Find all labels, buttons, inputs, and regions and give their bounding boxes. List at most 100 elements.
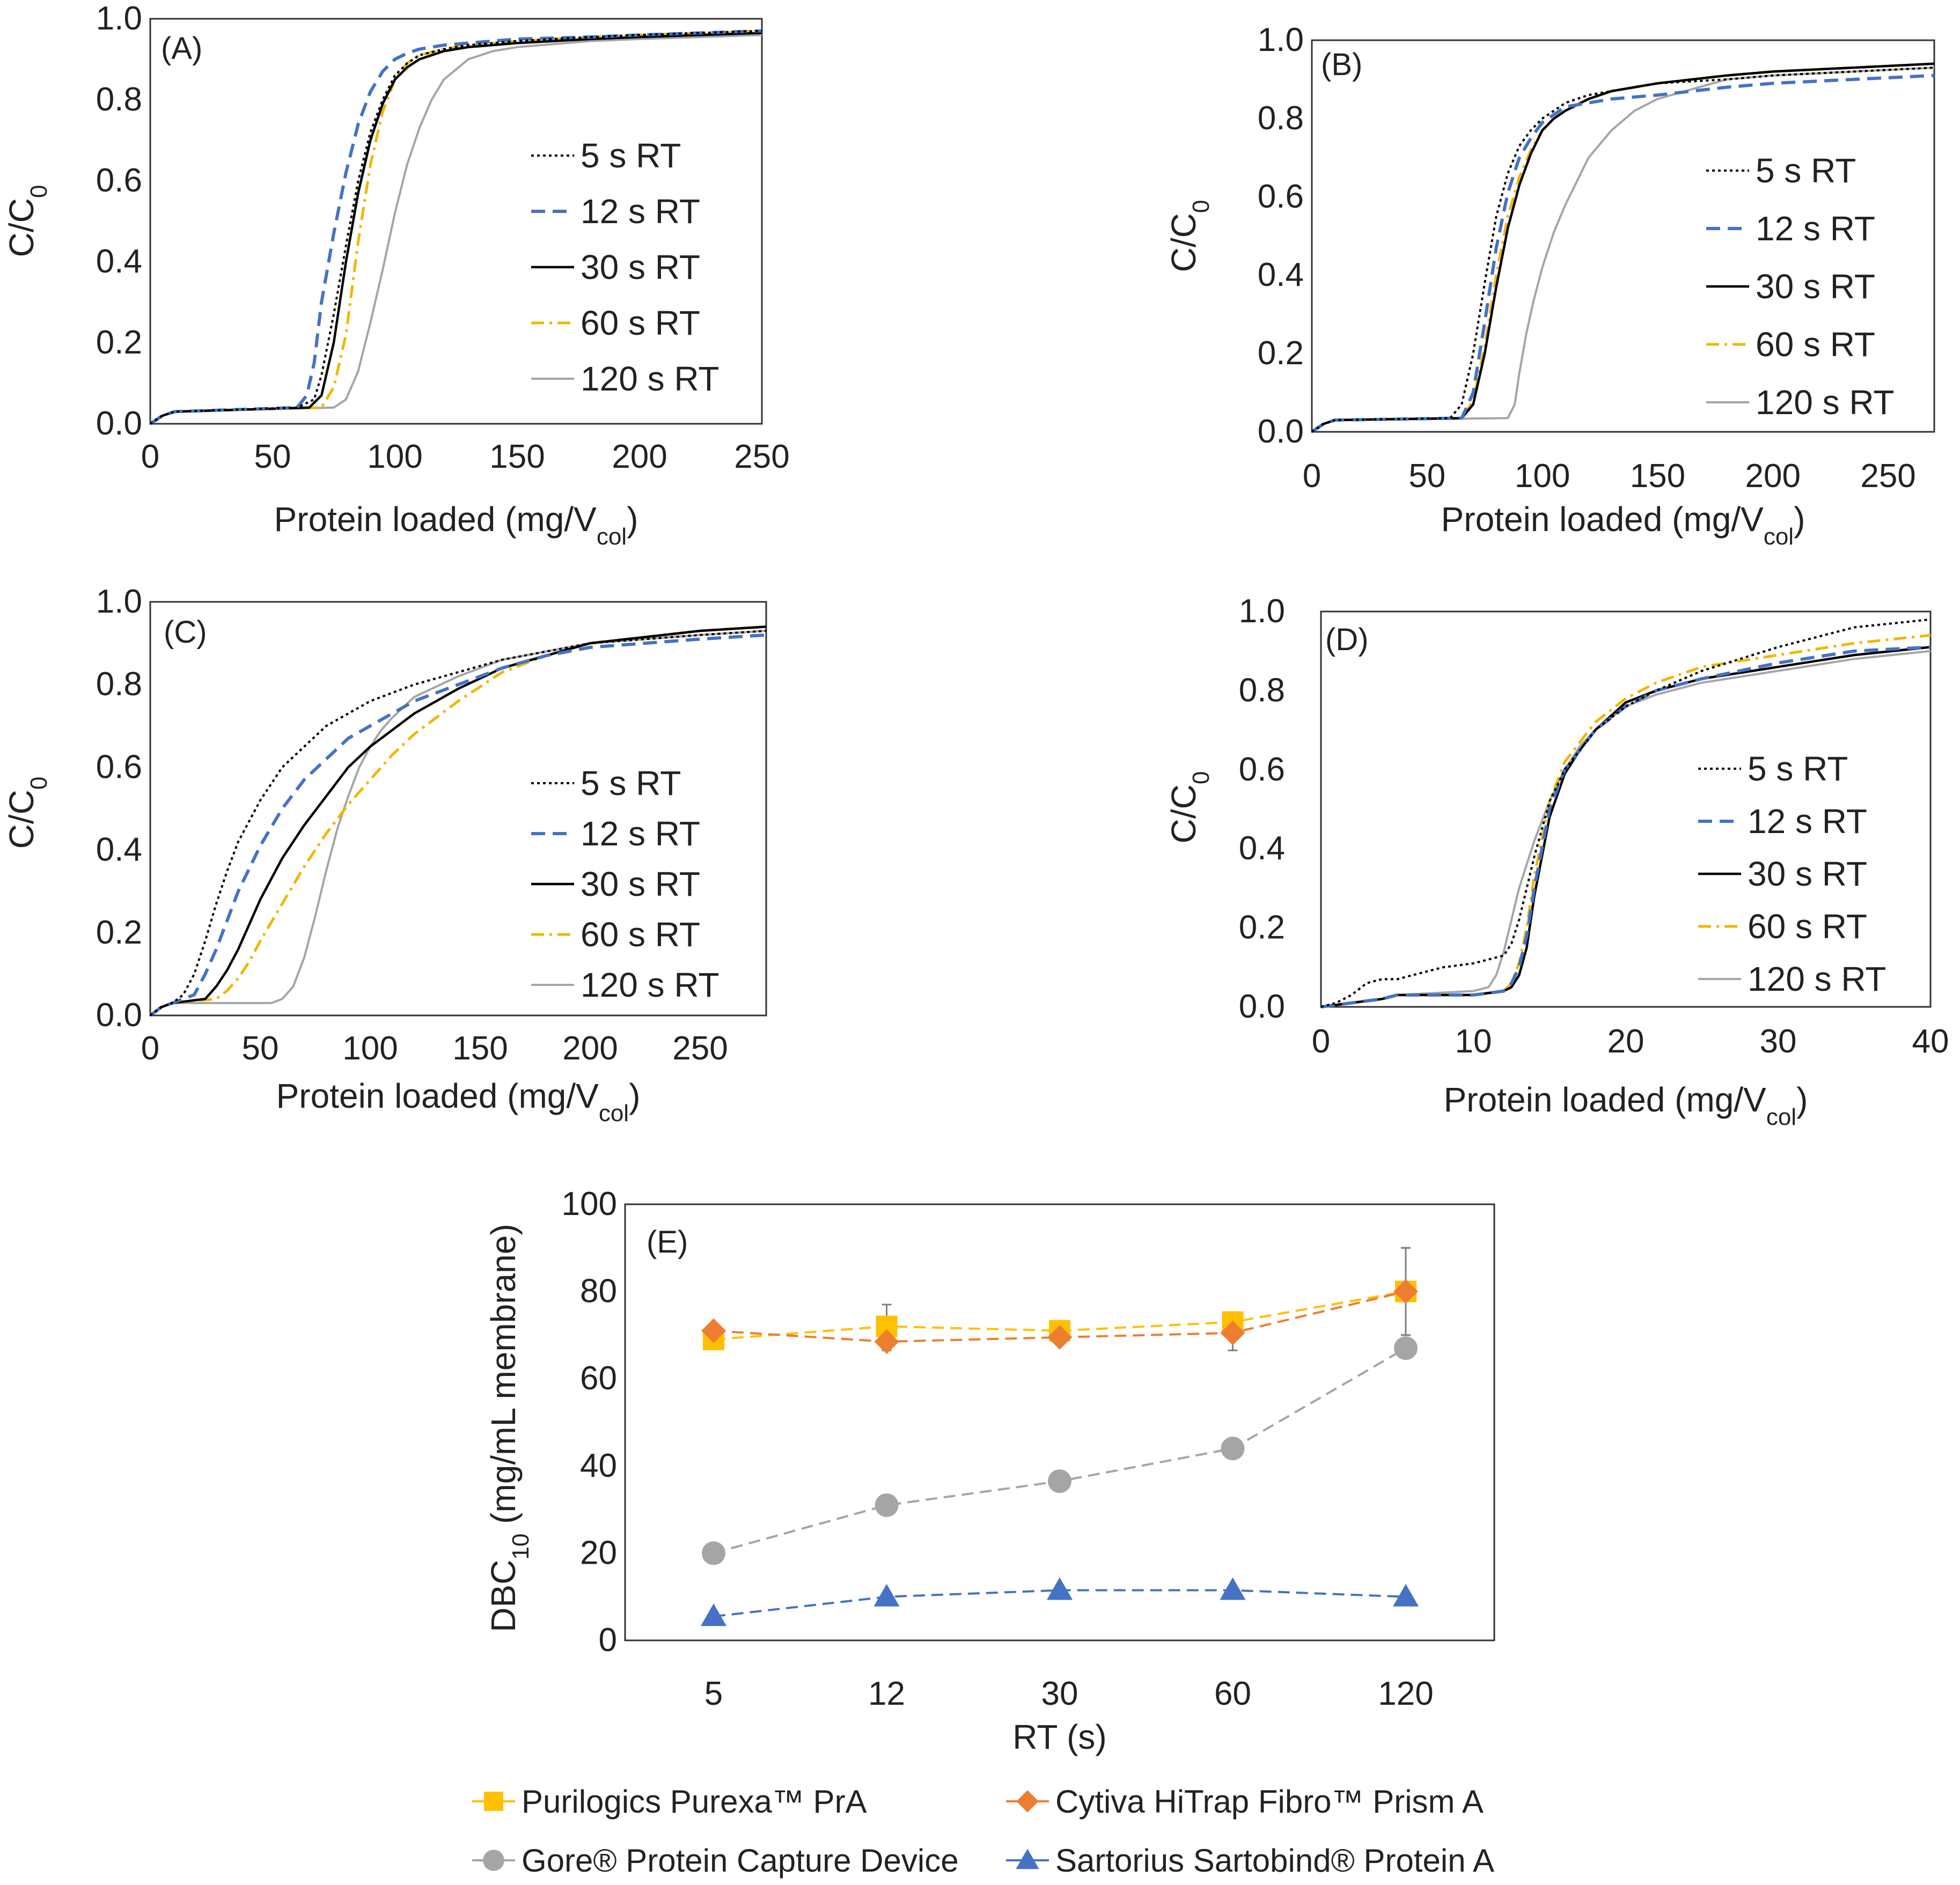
- legend-marker-cytiva: [1016, 1790, 1039, 1813]
- legend-label-12s-rt: 12 s RT: [1748, 802, 1867, 841]
- y-axis-title-main: C/C: [1164, 784, 1203, 843]
- x-axis-title: Protein loaded (mg/Vcol): [1444, 1080, 1808, 1130]
- legend-label-cytiva: Cytiva HiTrap Fibro™ Prism A: [1055, 1784, 1484, 1820]
- legend-label-120s-rt: 120 s RT: [581, 359, 720, 398]
- data-point-cytiva: [874, 1329, 899, 1354]
- y-tick-label: 0.4: [96, 831, 142, 868]
- data-point-gore: [1221, 1437, 1245, 1461]
- series-line-cytiva: [713, 1290, 1406, 1343]
- legend-label-30s-rt: 30 s RT: [581, 865, 700, 903]
- panel-b-breakthrough-chart: 0.00.20.40.60.81.0(B)C/C00 50 100 150 200 250…: [1164, 21, 1935, 550]
- x-tick-label: 250: [1860, 458, 1915, 495]
- x-axis-title: RT (s): [1012, 1718, 1106, 1756]
- x-tick-label: 200: [562, 1030, 618, 1067]
- panel-tag: (E): [647, 1225, 688, 1260]
- legend-marker-gore: [483, 1850, 504, 1871]
- data-point-gore: [702, 1541, 725, 1565]
- y-axis-title-sub: 0: [1188, 200, 1214, 213]
- y-axis-title-sub: 0: [26, 777, 52, 790]
- plot-area-frame: [1311, 39, 1935, 433]
- y-tick-label: 20: [580, 1534, 617, 1571]
- data-point-sartorius: [701, 1603, 726, 1626]
- legend-marker-purilogics: [484, 1792, 503, 1811]
- y-axis-title-end: (mg/mL membrane): [484, 1224, 523, 1533]
- x-axis-title-sub: col: [599, 1100, 629, 1126]
- legend-label-5s-rt: 5 s RT: [1748, 749, 1848, 788]
- y-axis-title: C/C0: [1164, 200, 1214, 273]
- x-tick-label: 0: [141, 438, 159, 475]
- x-tick-label: 40: [1912, 1023, 1949, 1060]
- x-axis-title-end: ): [629, 1077, 640, 1115]
- y-tick-label: 0.8: [1258, 100, 1304, 137]
- x-tick-label: 100: [342, 1030, 398, 1067]
- y-tick-label: 0.2: [96, 914, 142, 951]
- y-tick-label: 0.8: [96, 81, 142, 118]
- y-tick-label: 0.6: [96, 748, 142, 785]
- legend-label-30s-rt: 30 s RT: [1756, 267, 1875, 306]
- x-tick-label: 200: [612, 438, 667, 475]
- y-tick-label: 1.0: [1239, 593, 1285, 630]
- y-tick-label: 0.4: [1258, 256, 1304, 293]
- data-point-gore: [1048, 1469, 1071, 1493]
- x-tick-label: 30: [1041, 1675, 1078, 1712]
- data-point-cytiva: [1047, 1324, 1072, 1350]
- series-line-30s-rt: [149, 32, 762, 425]
- y-tick-label: 0.0: [1239, 988, 1285, 1025]
- y-tick-label: 0.6: [1258, 178, 1304, 215]
- y-axis-title-sub: 10: [508, 1534, 534, 1560]
- legend-label-30s-rt: 30 s RT: [581, 248, 700, 286]
- y-axis-title-main: C/C: [1164, 213, 1203, 272]
- plot-area-frame: [149, 601, 767, 1017]
- panel-c-breakthrough-chart: 0.00.20.40.60.81.0(C)C/C00 50 100 150 200 250…: [2, 583, 767, 1126]
- x-axis-title-end: ): [1794, 500, 1805, 539]
- x-axis-title-main: Protein loaded (mg/V: [1444, 1080, 1767, 1119]
- x-axis-title-end: ): [1796, 1080, 1808, 1119]
- y-tick-label: 40: [580, 1447, 617, 1484]
- legend-label-purilogics: Purilogics Purexa™ PrA: [522, 1784, 867, 1820]
- x-tick-label: 250: [734, 438, 789, 475]
- legend-label-5s-rt: 5 s RT: [581, 136, 681, 175]
- legend-label-120s-rt: 120 s RT: [1748, 960, 1886, 998]
- x-axis-title-main: Protein loaded (mg/V: [276, 1077, 599, 1115]
- data-point-sartorius: [873, 1584, 900, 1607]
- series-line-12s-rt: [149, 633, 767, 1017]
- legend-label-60s-rt: 60 s RT: [1748, 907, 1867, 946]
- legend-label-sartorius: Sartorius Sartobind® Protein A: [1055, 1843, 1494, 1879]
- data-point-sartorius: [1047, 1577, 1073, 1600]
- y-axis-title-main: C/C: [2, 790, 41, 849]
- panel-tag: (D): [1325, 622, 1369, 657]
- legend-label-60s-rt: 60 s RT: [581, 304, 700, 342]
- y-tick-label: 1.0: [96, 0, 142, 37]
- y-tick-label: 0.4: [96, 243, 142, 280]
- panel-d-breakthrough-chart: 0.00.20.40.60.81.0(D)C/C00 10 20 30 40Protei…: [1164, 593, 1949, 1130]
- plot-area-frame: [624, 1203, 1495, 1641]
- series-line-12s-rt: [1320, 645, 1931, 1008]
- y-tick-label: 0.8: [1239, 672, 1285, 709]
- data-point-cytiva: [701, 1318, 726, 1343]
- legend-label-gore: Gore® Protein Capture Device: [522, 1843, 959, 1879]
- series-line-120s-rt: [149, 34, 762, 425]
- data-point-cytiva: [1393, 1279, 1418, 1304]
- panel-tag: (A): [161, 31, 202, 66]
- panel-e-dbc-chart: 0 20 40 60 80 100 (E) DBC10 (mg/mL membrane) 5 12…: [472, 1186, 1495, 1879]
- y-tick-label: 0.2: [1239, 909, 1285, 946]
- data-point-sartorius: [1220, 1577, 1246, 1600]
- legend-label-30s-rt: 30 s RT: [1748, 855, 1867, 893]
- legend-label-120s-rt: 120 s RT: [1756, 383, 1895, 422]
- y-axis-title: C/C0: [1164, 771, 1214, 844]
- x-tick-label: 0: [1303, 458, 1321, 495]
- series-line-12s-rt: [149, 29, 762, 425]
- legend-label-12s-rt: 12 s RT: [1756, 209, 1875, 248]
- series-line-5s-rt: [1320, 618, 1931, 1008]
- x-tick-label: 250: [672, 1030, 728, 1067]
- panel-a-breakthrough-chart: 0.00.20.40.60.81.0(A)C/C00 50 100 150 200 250…: [2, 0, 790, 550]
- x-tick-label: 150: [452, 1030, 508, 1067]
- x-tick-label: 30: [1760, 1023, 1797, 1060]
- data-point-gore: [1394, 1336, 1418, 1360]
- x-tick-label: 200: [1745, 458, 1801, 495]
- y-tick-label: 60: [580, 1360, 617, 1397]
- y-tick-label: 0.8: [96, 666, 142, 703]
- y-tick-label: 100: [562, 1186, 617, 1223]
- legend-label-5s-rt: 5 s RT: [581, 764, 681, 802]
